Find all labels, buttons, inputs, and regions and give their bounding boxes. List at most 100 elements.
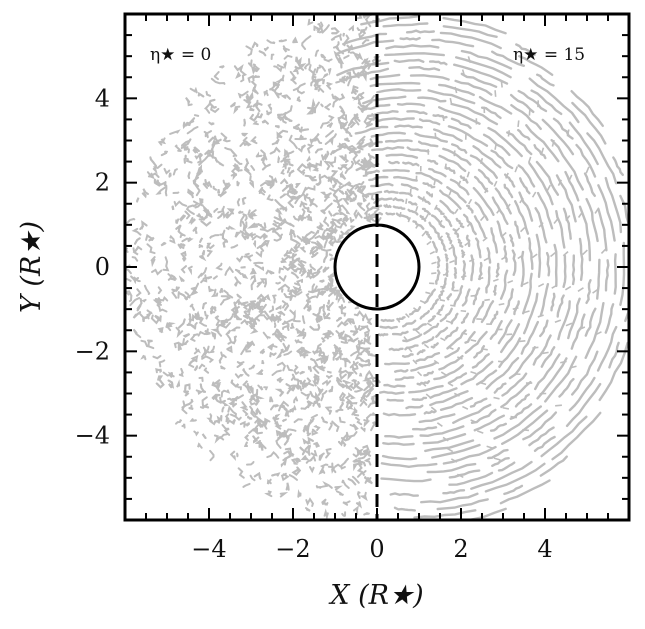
contour-arc — [490, 227, 499, 254]
contour-clump — [214, 415, 223, 423]
contour-clump — [344, 137, 350, 142]
contour-clump — [331, 466, 337, 474]
contour-arc — [436, 256, 441, 269]
contour-clump — [226, 334, 233, 345]
contour-clump — [285, 383, 292, 395]
contour-clump — [324, 285, 333, 292]
contour-clump — [366, 317, 373, 326]
contour-clump — [325, 129, 334, 138]
contour-clump — [163, 167, 171, 175]
contour-clump — [261, 119, 269, 125]
contour-arc — [405, 404, 424, 410]
contour-clump — [231, 150, 238, 158]
contour-clump — [323, 58, 333, 63]
contour-clump — [284, 409, 290, 418]
contour-clump — [218, 357, 223, 364]
contour-clump — [254, 440, 264, 448]
y-tick-label: −2 — [75, 337, 110, 365]
contour-clump — [143, 284, 151, 295]
contour-streak — [592, 288, 599, 294]
contour-clump — [247, 209, 254, 220]
contour-clump — [142, 316, 148, 322]
contour-arc — [485, 266, 491, 294]
contour-arc — [455, 217, 465, 229]
contour-clump — [370, 194, 375, 201]
contour-clump — [282, 261, 294, 271]
contour-clump — [202, 302, 207, 310]
contour-clump — [234, 373, 244, 379]
contour-clump — [327, 68, 332, 76]
contour-arc — [426, 462, 477, 474]
contour-arc — [360, 14, 421, 26]
contour-clump — [164, 184, 168, 197]
contour-clump — [183, 138, 192, 147]
contour-arc — [460, 312, 470, 324]
contour-streak — [531, 253, 538, 259]
contour-arc — [431, 38, 475, 48]
contour-clump — [328, 422, 333, 431]
contour-arc — [536, 73, 555, 87]
contour-arc — [575, 143, 597, 178]
contour-arc — [342, 32, 388, 46]
contour-clump — [273, 210, 285, 223]
contour-clump — [275, 305, 282, 310]
contour-clump — [189, 418, 197, 422]
contour-clump — [342, 379, 352, 384]
contour-clump — [287, 198, 294, 208]
contour-clump — [246, 254, 254, 262]
contour-clump — [260, 156, 265, 162]
contour-clump — [241, 232, 247, 241]
contour-arc — [380, 462, 438, 469]
contour-arc — [400, 183, 419, 191]
contour-clump — [332, 351, 337, 356]
contour-clump — [361, 376, 376, 382]
contour-clump — [229, 413, 242, 421]
contour-clump — [341, 358, 350, 362]
contour-clump — [152, 163, 163, 175]
contour-streak — [498, 302, 505, 306]
contour-clump — [242, 213, 248, 222]
contour-arc — [423, 410, 437, 415]
contour-clump — [177, 243, 185, 250]
contour-clump — [253, 75, 260, 79]
contour-streak — [417, 371, 423, 377]
contour-clump — [172, 286, 178, 293]
contour-clump — [243, 229, 256, 237]
contour-clump — [312, 270, 321, 279]
contour-arc — [568, 376, 596, 412]
contour-clump — [235, 268, 242, 275]
contour-clump — [206, 244, 215, 250]
contour-clump — [337, 296, 346, 304]
contour-clump — [199, 403, 209, 410]
contour-clump — [322, 304, 327, 315]
contour-arc — [514, 200, 530, 235]
contour-clump — [159, 138, 166, 145]
contour-arc — [433, 364, 464, 381]
contour-clump — [246, 383, 252, 394]
contour-clump — [294, 286, 301, 295]
contour-clump — [363, 476, 370, 482]
contour-arc — [503, 484, 524, 496]
contour-clump — [217, 189, 221, 194]
contour-clump — [243, 235, 250, 240]
contour-clump — [204, 330, 212, 335]
contour-clump — [290, 234, 300, 245]
contour-clump — [233, 64, 244, 72]
contour-arc — [436, 498, 489, 511]
contour-arc — [473, 414, 505, 432]
contour-clump — [288, 194, 301, 200]
contour-clump — [307, 365, 313, 373]
contour-clump — [153, 178, 161, 187]
contour-clump — [320, 103, 324, 108]
contour-streak — [433, 204, 438, 211]
contour-clump — [299, 128, 309, 133]
contour-arc — [449, 178, 470, 196]
contour-clump — [304, 174, 317, 182]
contour-clump — [301, 35, 312, 50]
contour-clump — [215, 262, 223, 271]
contour-arc — [489, 422, 507, 432]
contour-streak — [519, 339, 526, 343]
contour-streak — [532, 346, 539, 349]
contour-clump — [233, 105, 241, 115]
contour-clump — [212, 185, 218, 191]
